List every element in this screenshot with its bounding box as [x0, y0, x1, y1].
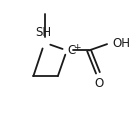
Text: O: O: [94, 76, 104, 89]
Text: OH: OH: [112, 37, 130, 50]
Text: +: +: [73, 43, 81, 52]
Text: SH: SH: [35, 26, 51, 39]
Text: C: C: [67, 44, 76, 57]
